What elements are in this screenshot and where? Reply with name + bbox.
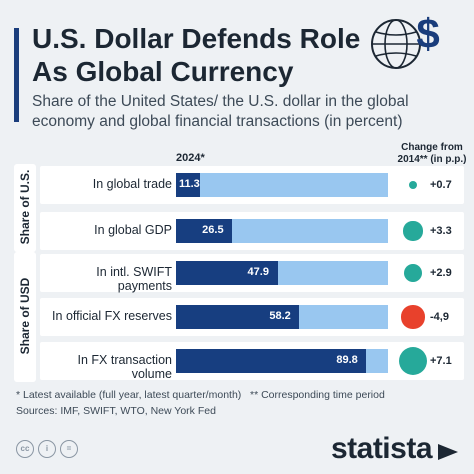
globe-dollar-icon: $ — [371, 10, 440, 69]
page-subtitle: Share of the United States/ the U.S. dol… — [32, 93, 409, 130]
footnote-period: ** Corresponding time period — [250, 389, 385, 401]
bar-value-label: 89.8 — [336, 354, 358, 366]
by-icon[interactable]: i — [38, 440, 56, 458]
group-label: Share of U.S. — [18, 169, 32, 245]
change-bubble — [401, 305, 425, 329]
title-accent-bar — [14, 28, 19, 122]
change-bubble — [408, 180, 418, 190]
group-label: Share of USD — [18, 277, 32, 355]
bar-track — [176, 173, 388, 197]
change-bubble — [399, 347, 427, 375]
change-bubble — [404, 264, 422, 282]
change-label: +3.3 — [430, 225, 452, 237]
category-label: In global trade — [92, 177, 172, 191]
footnote-sources: Sources: IMF, SWIFT, WTO, New York Fed — [16, 405, 216, 417]
bar-value-label: 47.9 — [247, 266, 269, 278]
statista-brand[interactable]: statista — [330, 432, 433, 465]
change-label: +0.7 — [430, 179, 452, 191]
category-label: In global GDP — [94, 223, 172, 237]
bar-value-label: 26.5 — [202, 224, 224, 236]
footnote-latest: * Latest available (full year, latest qu… — [16, 389, 242, 401]
bar — [176, 305, 300, 329]
category-label: In official FX reserves — [52, 309, 172, 323]
bar — [176, 219, 233, 243]
category-label: In FX transaction volume — [77, 353, 173, 381]
statista-logo-icon — [438, 444, 458, 460]
bar — [176, 261, 278, 285]
bar — [176, 173, 200, 197]
column-head-change: Change from 2014** (in p.p.) — [397, 142, 467, 165]
svg-text:$: $ — [416, 10, 439, 57]
column-head-year: 2024* — [176, 152, 205, 164]
page-title: U.S. Dollar Defends Role As Global Curre… — [32, 23, 361, 87]
nd-icon[interactable]: = — [60, 440, 78, 458]
cc-icon[interactable]: cc — [16, 440, 34, 458]
change-label: -4,9 — [430, 311, 449, 323]
change-label: +2.9 — [430, 267, 452, 279]
category-label: In intl. SWIFT payments — [96, 265, 172, 293]
change-bubble — [403, 221, 423, 241]
group-band — [14, 164, 36, 252]
change-label: +7.1 — [430, 355, 452, 367]
bar — [176, 349, 367, 373]
group-band — [14, 252, 36, 382]
bar-value-label: 58.2 — [269, 310, 291, 322]
bar-value-label: 11.3 — [179, 178, 200, 190]
